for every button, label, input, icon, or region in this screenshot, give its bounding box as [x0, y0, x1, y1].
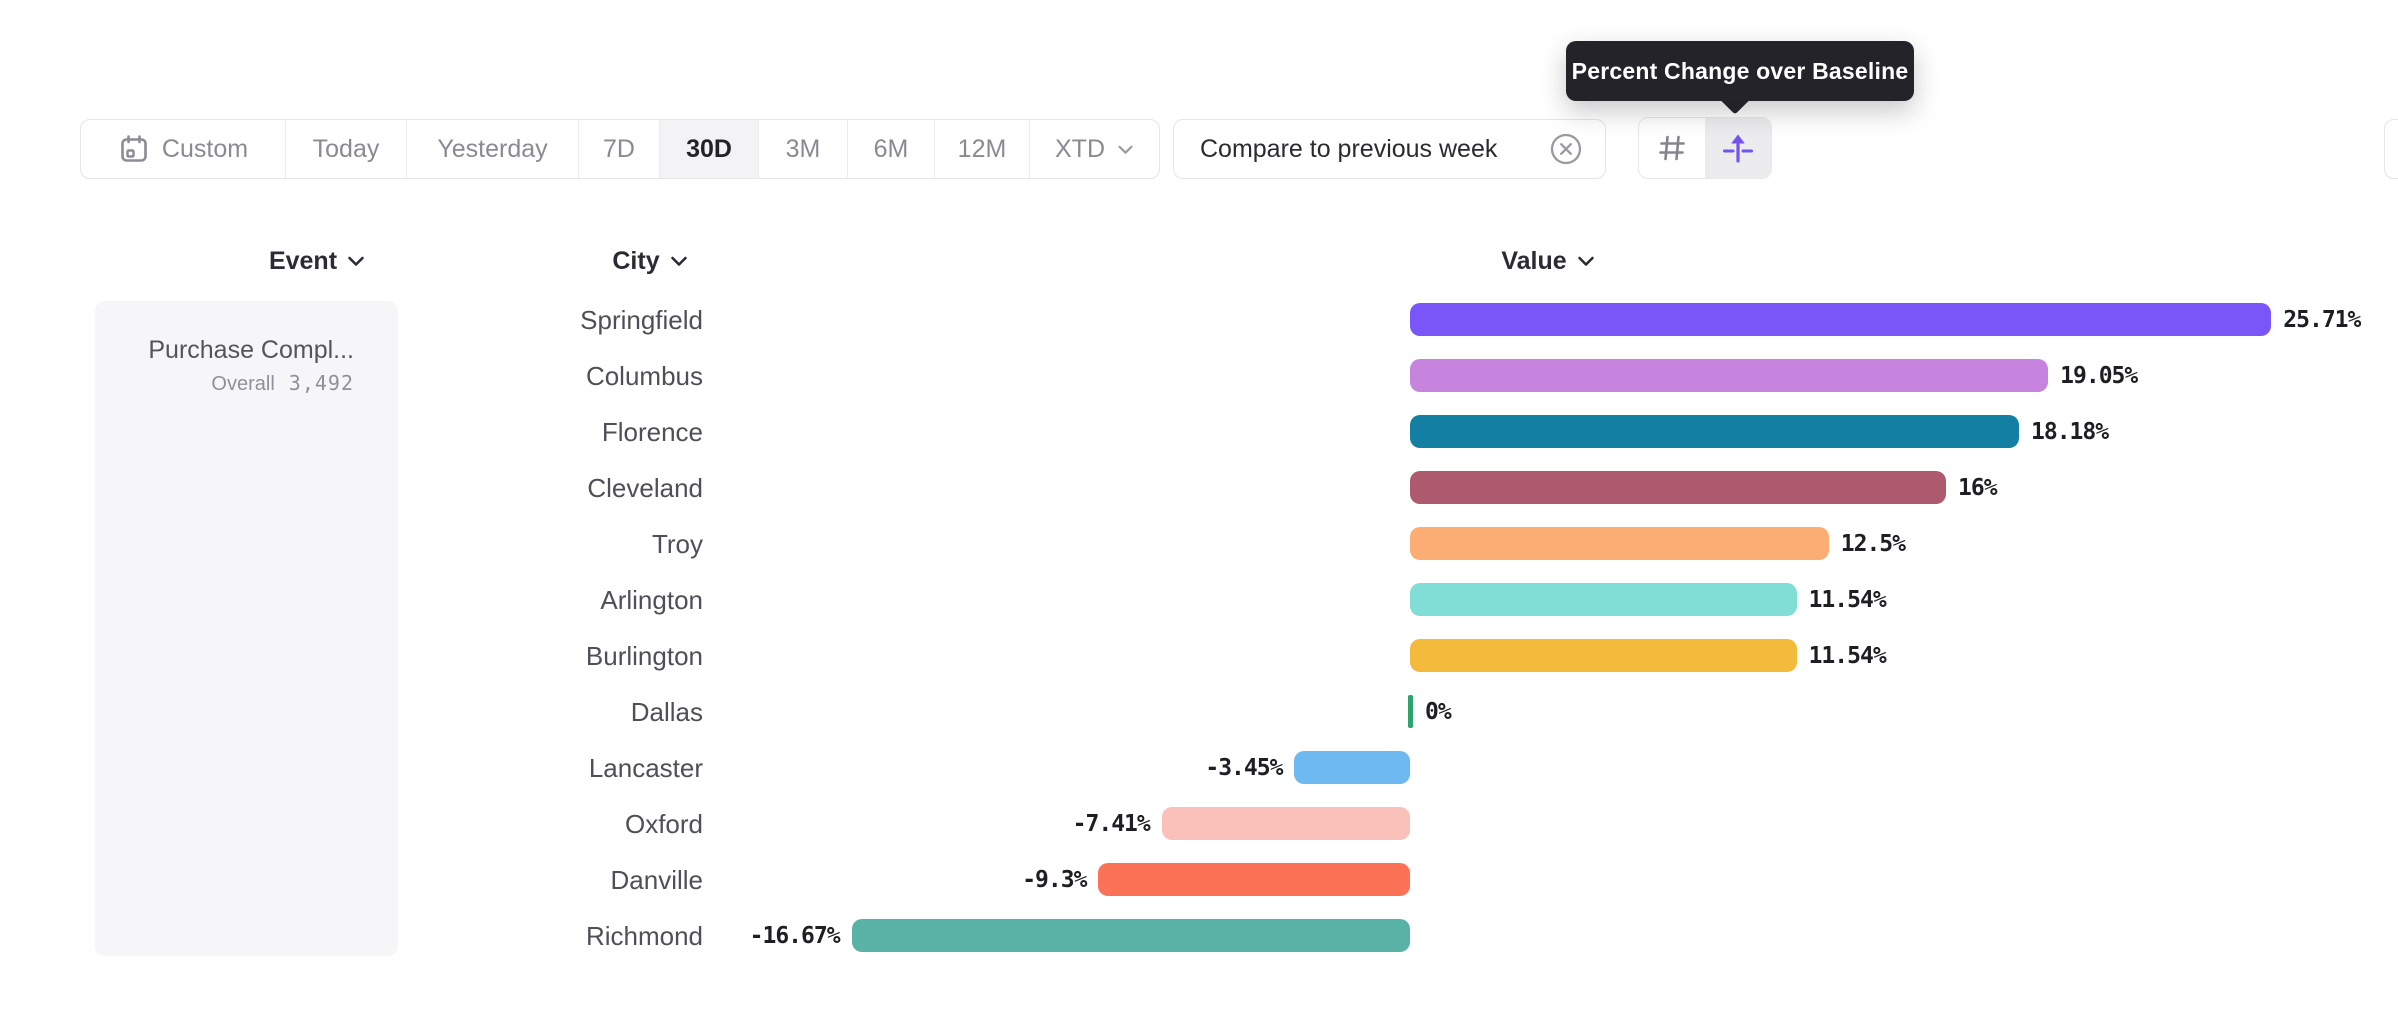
- city-label: Danville: [610, 865, 704, 895]
- column-header-event-label: Event: [268, 246, 338, 275]
- value-bar[interactable]: [851, 919, 1410, 952]
- city-label: Oxford: [624, 809, 703, 839]
- value-label: -16.67%: [749, 923, 841, 949]
- chevron-down-icon: [670, 255, 688, 267]
- table-row: Columbus 19.05%: [0, 348, 2398, 404]
- date-range-label: Yesterday: [437, 134, 548, 163]
- column-header-city-label: City: [612, 246, 660, 275]
- event-cell[interactable]: Purchase Compl... Overall 3,492: [148, 333, 354, 396]
- table-row: Danville -9.3%: [0, 852, 2398, 908]
- value-label: -9.3%: [1022, 867, 1087, 893]
- column-header-value-label: Value: [1501, 246, 1567, 275]
- hash-icon: [1655, 131, 1689, 165]
- table-row: Richmond -16.67%: [0, 908, 2398, 964]
- value-label: 25.71%: [2283, 307, 2361, 333]
- table-row: Troy 12.5%: [0, 516, 2398, 572]
- compare-label: Compare to previous week: [1200, 134, 1498, 163]
- date-range-label: XTD: [1055, 134, 1105, 163]
- percent-change-icon: [1720, 130, 1756, 166]
- overall-value: 3,492: [288, 371, 354, 395]
- event-overall: Overall 3,492: [148, 371, 354, 396]
- date-range-yesterday[interactable]: Yesterday: [406, 120, 578, 178]
- tooltip: Percent Change over Baseline: [1566, 41, 1914, 101]
- city-label: Lancaster: [588, 753, 703, 783]
- chevron-down-icon: [347, 255, 365, 267]
- value-bar[interactable]: [1410, 303, 2272, 336]
- calendar-icon: [118, 133, 150, 165]
- column-header-city[interactable]: City: [570, 245, 730, 277]
- city-label: Columbus: [585, 361, 703, 391]
- date-range-today[interactable]: Today: [285, 120, 406, 178]
- date-range-6m[interactable]: 6M: [847, 120, 934, 178]
- bar-chart: Springfield 25.71% Columbus 19.05% Flore…: [0, 292, 2398, 964]
- event-panel: Purchase Compl... Overall 3,492: [95, 301, 398, 956]
- compare-button[interactable]: Compare to previous week: [1173, 119, 1606, 179]
- number-format-button[interactable]: [1639, 118, 1705, 178]
- date-range-label: 3M: [785, 134, 821, 163]
- date-range-7d[interactable]: 7D: [578, 120, 659, 178]
- date-range-12m[interactable]: 12M: [934, 120, 1029, 178]
- value-bar[interactable]: [1410, 583, 1797, 616]
- date-range-control: Custom Today Yesterday 7D 30D 3M 6M 12M XTD: [80, 119, 1160, 179]
- value-label: 12.5%: [1840, 531, 1906, 557]
- value-label: 16%: [1958, 475, 1998, 501]
- city-label: Arlington: [600, 585, 703, 615]
- table-row: Springfield 25.71%: [0, 292, 2398, 348]
- city-label: Troy: [651, 529, 703, 559]
- value-bar[interactable]: [1098, 863, 1410, 896]
- column-header-event[interactable]: Event: [237, 245, 397, 277]
- date-range-label: 30D: [686, 134, 732, 163]
- city-label: Springfield: [580, 305, 703, 335]
- city-label: Cleveland: [587, 473, 703, 503]
- value-bar[interactable]: [1410, 527, 1829, 560]
- percent-change-format-button[interactable]: [1705, 118, 1771, 178]
- chevron-down-icon: [1117, 144, 1134, 155]
- table-row: Dallas 0%: [0, 684, 2398, 740]
- value-label: 18.18%: [2031, 419, 2109, 445]
- overflow-button-partial[interactable]: [2384, 119, 2398, 179]
- date-range-3m[interactable]: 3M: [758, 120, 847, 178]
- value-label: 11.54%: [1808, 587, 1887, 613]
- value-label: 19.05%: [2060, 363, 2138, 389]
- date-range-custom[interactable]: Custom: [81, 120, 285, 178]
- city-label: Richmond: [585, 921, 703, 951]
- circle-x-icon[interactable]: [1549, 132, 1583, 166]
- value-label: 0%: [1425, 699, 1452, 725]
- value-bar[interactable]: [1410, 639, 1797, 672]
- date-range-xtd[interactable]: XTD: [1029, 120, 1159, 178]
- value-label: -7.41%: [1072, 811, 1151, 837]
- chart-format-toggle: [1638, 117, 1772, 179]
- value-bar[interactable]: [1294, 751, 1410, 784]
- date-range-label: 6M: [873, 134, 909, 163]
- value-bar[interactable]: [1410, 359, 2049, 392]
- table-row: Oxford -7.41%: [0, 796, 2398, 852]
- event-name: Purchase Compl...: [148, 336, 354, 364]
- table-row: Arlington 11.54%: [0, 572, 2398, 628]
- table-row: Lancaster -3.45%: [0, 740, 2398, 796]
- city-label: Dallas: [630, 697, 703, 727]
- table-row: Burlington 11.54%: [0, 628, 2398, 684]
- tooltip-text: Percent Change over Baseline: [1571, 57, 1909, 84]
- value-bar[interactable]: [1161, 807, 1410, 840]
- city-label: Florence: [601, 417, 703, 447]
- date-range-label: 12M: [957, 134, 1007, 163]
- value-label: 11.54%: [1808, 643, 1887, 669]
- value-label: -3.45%: [1205, 755, 1283, 781]
- date-range-label: Custom: [161, 134, 249, 163]
- value-bar[interactable]: [1410, 415, 2020, 448]
- date-range-label: 7D: [603, 134, 635, 163]
- city-label: Burlington: [585, 641, 703, 671]
- chevron-down-icon: [1577, 255, 1595, 267]
- table-row: Cleveland 16%: [0, 460, 2398, 516]
- overall-label: Overall: [211, 373, 275, 395]
- value-bar[interactable]: [1410, 471, 1946, 504]
- column-header-value[interactable]: Value: [1468, 245, 1628, 277]
- date-range-label: Today: [312, 134, 380, 163]
- date-range-30d[interactable]: 30D: [659, 120, 758, 178]
- value-bar[interactable]: [1408, 695, 1413, 728]
- table-row: Florence 18.18%: [0, 404, 2398, 460]
